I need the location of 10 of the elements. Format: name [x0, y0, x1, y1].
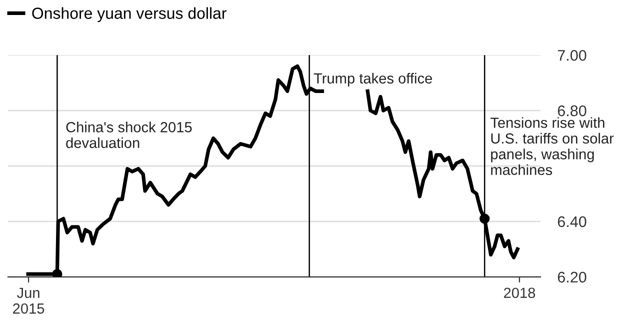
ref-line-label: Trump takes office [314, 72, 432, 86]
y-tick-label: 6.40 [558, 216, 586, 228]
ref-line-label: Tensions rise with U.S. tariffs on solar panels, washing machines [490, 117, 614, 176]
y-tick-label: 7.00 [558, 50, 586, 61]
y-tick-label: 6.20 [558, 272, 586, 283]
y-tick-label: 6.80 [558, 105, 586, 116]
x-tick-label: 2018 [504, 288, 536, 298]
x-tick-label: Jun 2015 [13, 288, 44, 314]
legend-label: Onshore yuan versus dollar [32, 7, 226, 22]
ref-line-label: China's shock 2015 devaluation [66, 122, 192, 148]
